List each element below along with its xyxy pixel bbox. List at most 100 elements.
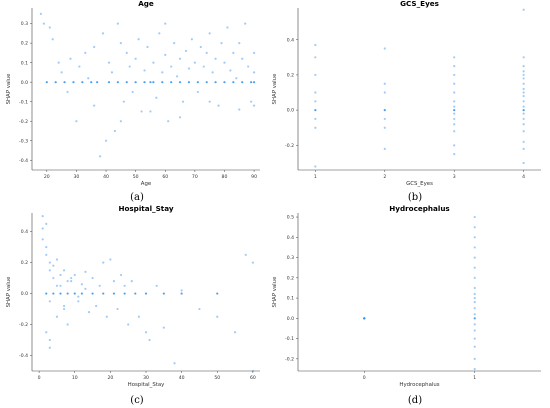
data-point <box>180 292 183 295</box>
data-point <box>522 161 525 165</box>
data-point <box>473 313 476 316</box>
data-point <box>208 32 211 35</box>
data-point <box>473 337 476 340</box>
data-point <box>131 90 134 94</box>
data-point <box>112 292 116 295</box>
y-tick-label: -0.2 <box>285 356 294 362</box>
data-point <box>473 276 476 279</box>
data-point <box>178 81 182 84</box>
y-tick-label: 0.4 <box>287 37 294 43</box>
data-point <box>55 258 59 261</box>
data-point <box>66 280 69 283</box>
data-point <box>187 67 191 70</box>
data-point <box>453 65 456 68</box>
data-point <box>522 112 525 115</box>
data-point <box>250 81 253 84</box>
data-point <box>161 71 164 74</box>
data-point <box>164 22 167 25</box>
x-tick-label: 20 <box>44 174 50 180</box>
data-point <box>137 315 140 318</box>
data-point <box>62 304 66 308</box>
panel-caption: (a) <box>130 192 144 203</box>
data-point <box>314 126 317 129</box>
data-point <box>45 331 48 334</box>
data-point <box>198 307 201 311</box>
data-point <box>104 139 108 142</box>
data-point <box>363 317 366 320</box>
chart-title: Hospital_Stay <box>118 204 173 213</box>
data-point <box>112 280 116 283</box>
data-point <box>144 331 148 334</box>
data-point <box>62 269 66 272</box>
data-point <box>42 22 45 25</box>
data-point <box>84 270 87 273</box>
data-point <box>314 109 317 112</box>
x-tick-label: 60 <box>250 375 256 381</box>
y-tick-label: 0.0 <box>21 80 28 86</box>
y-tick-label: 0.4 <box>21 229 28 235</box>
y-tick-label: 0.0 <box>287 108 294 114</box>
x-tick-label: 4 <box>522 174 525 180</box>
data-point <box>127 323 130 326</box>
data-point <box>91 292 94 295</box>
data-point <box>134 57 137 60</box>
y-tick-label: 0.2 <box>287 73 294 79</box>
data-point <box>98 284 101 287</box>
data-point <box>522 140 525 143</box>
x-tick-label: 30 <box>143 375 149 381</box>
y-axis-label: SHAP value <box>6 73 12 105</box>
data-point <box>48 300 51 303</box>
y-tick-label: 0.3 <box>21 21 28 27</box>
data-point <box>80 292 83 295</box>
x-tick-label: 60 <box>162 174 168 180</box>
x-tick-label: 1 <box>473 375 476 381</box>
y-tick-label: 0.2 <box>21 260 28 266</box>
data-point <box>143 81 146 84</box>
data-point <box>70 280 73 283</box>
data-point <box>48 26 51 29</box>
data-point <box>60 71 63 74</box>
data-point <box>252 71 256 74</box>
data-point <box>102 261 105 264</box>
data-point <box>453 73 456 77</box>
data-point <box>119 120 122 123</box>
data-point <box>45 292 48 295</box>
data-point <box>113 129 117 133</box>
data-point <box>57 61 60 64</box>
data-point <box>522 100 525 103</box>
data-point <box>522 109 525 112</box>
data-point <box>453 105 456 108</box>
data-point <box>41 238 44 241</box>
y-tick-label: -0.2 <box>285 143 294 149</box>
data-point <box>522 91 525 94</box>
data-point <box>453 100 456 103</box>
data-point <box>155 96 158 99</box>
data-point <box>140 110 143 113</box>
data-point <box>473 301 476 304</box>
data-point <box>59 284 62 287</box>
chart-panel-2: -0.2 0.0 0.2 0.4 1 2 3 4 GCS_Eyes GCS_Eyes SHAP va… <box>272 0 541 203</box>
y-tick-label: -0.2 <box>19 322 28 328</box>
data-point <box>473 367 476 371</box>
data-point <box>216 292 219 295</box>
data-point <box>45 81 48 84</box>
data-point <box>137 38 140 41</box>
y-tick-label: -0.4 <box>19 158 28 164</box>
data-point <box>522 105 525 108</box>
x-tick-label: 10 <box>72 375 78 381</box>
data-point <box>220 42 223 45</box>
data-point <box>453 112 456 115</box>
data-point <box>110 71 114 74</box>
data-point <box>102 292 105 295</box>
data-point <box>252 104 256 107</box>
data-point <box>251 369 254 373</box>
data-point <box>77 300 80 303</box>
data-point <box>59 292 62 295</box>
data-point <box>473 215 476 219</box>
data-point <box>116 22 119 25</box>
data-point <box>473 323 476 326</box>
data-point <box>78 65 81 68</box>
data-point <box>162 326 165 329</box>
data-point <box>314 165 317 168</box>
